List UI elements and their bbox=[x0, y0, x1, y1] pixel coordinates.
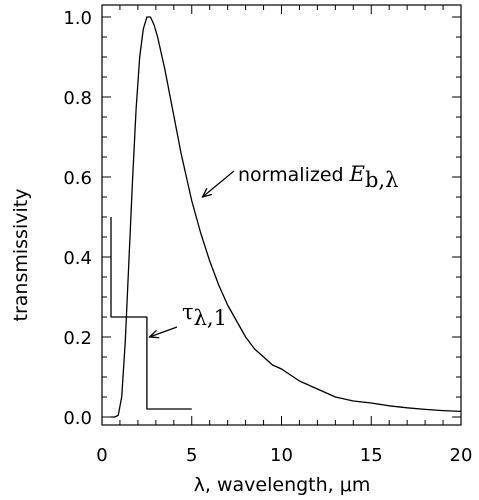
plot-frame bbox=[102, 5, 461, 425]
y-tick-label: 0.8 bbox=[63, 88, 92, 109]
y-tick-label: 0.4 bbox=[63, 248, 92, 269]
x-tick-label: 10 bbox=[270, 445, 293, 466]
energy-curve-annotation: normalized Eb,λ bbox=[238, 162, 398, 192]
ticks bbox=[102, 5, 461, 425]
x-tick-label: 5 bbox=[186, 445, 197, 466]
x-tick-label: 0 bbox=[96, 445, 107, 466]
x-tick-label: 15 bbox=[360, 445, 383, 466]
energy-curve-arrow bbox=[203, 171, 234, 197]
y-tick-label: 1.0 bbox=[63, 8, 92, 29]
y-axis-label: transmissivity bbox=[10, 189, 32, 322]
x-axis-label: λ, wavelength, μm bbox=[194, 474, 371, 496]
y-tick-label: 0.2 bbox=[63, 328, 92, 349]
energy-curve-line bbox=[111, 17, 461, 417]
y-tick-label: 0.0 bbox=[63, 408, 92, 429]
transmissivity-step-arrow bbox=[150, 327, 177, 337]
y-tick-label: 0.6 bbox=[63, 168, 92, 189]
transmissivity-step-annotation: τλ,1 bbox=[182, 300, 227, 330]
series bbox=[111, 17, 461, 417]
x-tick-label: 20 bbox=[450, 445, 473, 466]
tick-labels: 0 5 10 15 20 0.0 0.2 0.4 0.6 0.8 1.0 bbox=[63, 8, 472, 466]
